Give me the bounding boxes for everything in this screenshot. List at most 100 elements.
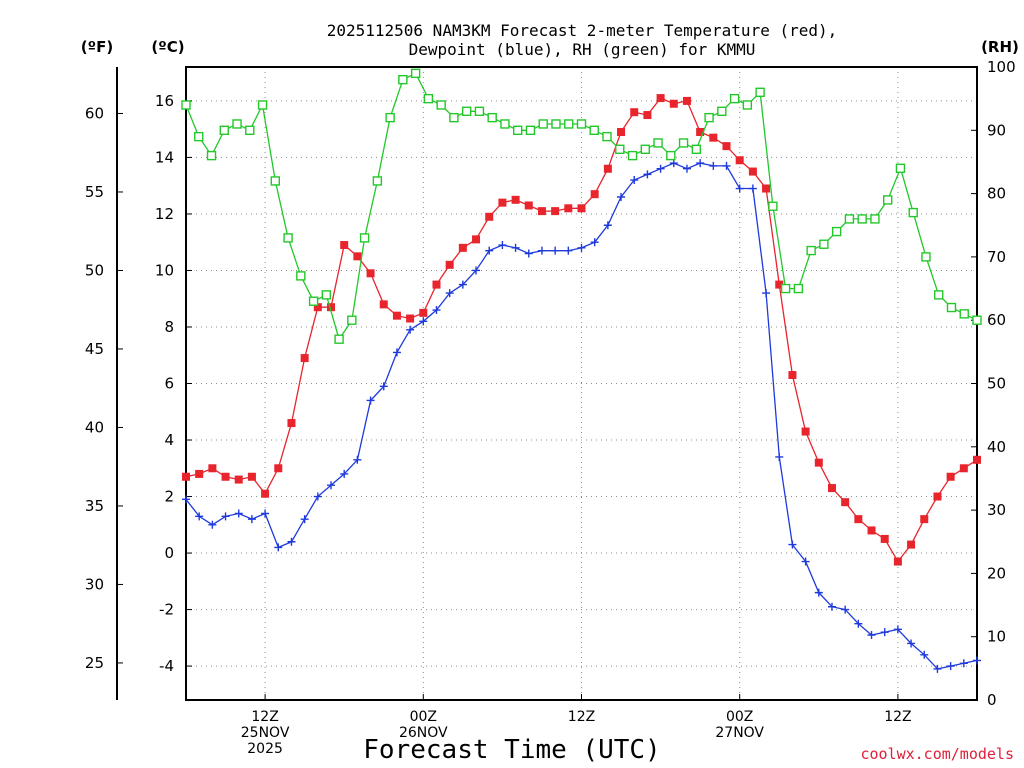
- tick-label-rh-20: 20: [987, 564, 1006, 582]
- dewpoint-point-12: [340, 469, 349, 478]
- temperature-point-2: [208, 464, 217, 473]
- temperature-point-17: [406, 314, 415, 323]
- dewpoint-point-46: [788, 540, 797, 549]
- dewpoint-point-56: [920, 650, 929, 659]
- dewpoint-point-19: [432, 306, 441, 315]
- dewpoint-point-11: [327, 481, 336, 490]
- dewpoint-point-1: [195, 512, 204, 521]
- temperature-point-16: [392, 311, 401, 320]
- temperature-point-57: [933, 492, 942, 501]
- temperature-point-58: [946, 472, 955, 481]
- chart-title-line1: 2025112506 NAM3KM Forecast 2-meter Tempe…: [327, 21, 838, 40]
- rh-point-61: [959, 309, 969, 319]
- temperature-series: [182, 94, 981, 566]
- temperature-point-41: [722, 142, 731, 151]
- dewpoint-point-31: [590, 238, 599, 247]
- temperature-point-51: [854, 515, 863, 524]
- dewpoint-point-24: [498, 241, 507, 250]
- rh-point-12: [334, 334, 344, 344]
- rh-point-55: [882, 195, 893, 205]
- dewpoint-point-6: [261, 509, 270, 518]
- rh-point-53: [857, 214, 867, 224]
- temperature-point-0: [182, 472, 190, 481]
- temperature-point-22: [472, 235, 481, 244]
- temperature-point-15: [379, 300, 388, 309]
- rh-point-42: [717, 106, 727, 117]
- dewpoint-point-15: [379, 382, 388, 391]
- dewpoint-point-53: [880, 628, 889, 637]
- temperature-point-60: [973, 455, 981, 464]
- dewpoint-point-50: [841, 605, 850, 614]
- dewpoint-point-37: [669, 159, 678, 168]
- temperature-point-28: [551, 207, 560, 216]
- fahrenheit-unit-label: (ºF): [81, 38, 113, 56]
- tick-label-f-35: 35: [85, 497, 104, 515]
- dewpoint-series: [182, 159, 981, 673]
- temperature-point-50: [841, 498, 850, 507]
- rh-point-27: [525, 125, 536, 136]
- rh-point-9: [296, 271, 306, 281]
- tick-label-f-25: 25: [85, 654, 104, 672]
- rh-point-33: [602, 131, 612, 142]
- dewpoint-point-3: [221, 512, 230, 521]
- y-tick-labels: 1614121086420-2-460555045403530251009080…: [85, 58, 1016, 709]
- rh-point-23: [474, 106, 485, 117]
- tick-label-c--4: -4: [159, 657, 174, 675]
- temperature-point-59: [959, 464, 968, 473]
- temperature-point-53: [880, 534, 889, 543]
- rh-point-52: [844, 214, 855, 224]
- dewpoint-point-28: [551, 246, 560, 255]
- x-tick-label-0-3: 2025: [247, 741, 283, 757]
- temperature-point-23: [485, 212, 494, 221]
- rh-point-25: [500, 119, 510, 129]
- rh-point-17: [398, 74, 408, 85]
- dewpoint-point-33: [617, 192, 626, 201]
- temperature-point-20: [445, 260, 454, 269]
- rh-point-28: [538, 119, 548, 129]
- rh-point-0: [181, 100, 191, 110]
- x-tick-label-1-1: 00Z: [410, 709, 437, 725]
- rh-point-3: [219, 125, 229, 136]
- dewpoint-point-10: [313, 492, 322, 501]
- rh-point-15: [372, 176, 383, 186]
- temperature-point-6: [261, 489, 270, 498]
- temperature-point-48: [814, 458, 823, 467]
- dewpoint-point-41: [722, 161, 731, 170]
- temperature-point-3: [221, 472, 230, 481]
- rh-point-38: [666, 150, 676, 161]
- temperature-point-49: [827, 484, 836, 493]
- temperature-point-32: [603, 164, 612, 173]
- x-tick-label-3-2: 27NOV: [715, 725, 764, 741]
- dewpoint-point-40: [709, 161, 718, 170]
- rh-point-18: [410, 68, 421, 79]
- dewpoint-point-55: [907, 639, 916, 648]
- temperature-point-35: [643, 111, 652, 120]
- temperature-point-7: [274, 464, 283, 473]
- dewpoint-point-51: [854, 619, 863, 628]
- dewpoint-point-27: [537, 246, 546, 255]
- tick-label-rh-40: 40: [987, 438, 1006, 456]
- rh-point-54: [870, 214, 880, 224]
- dewpoint-point-5: [247, 515, 256, 524]
- tick-label-c--2: -2: [159, 601, 174, 619]
- rh-point-35: [627, 150, 638, 161]
- rh-unit-label: (RH): [981, 38, 1019, 56]
- temperature-point-12: [340, 241, 349, 250]
- temperature-point-43: [748, 167, 757, 176]
- dewpoint-point-26: [524, 249, 533, 258]
- temperature-point-30: [577, 204, 586, 213]
- rh-point-11: [321, 290, 332, 300]
- x-axis-label: Forecast Time (UTC): [363, 735, 660, 765]
- dewpoint-point-9: [300, 515, 309, 524]
- temperature-point-19: [432, 280, 441, 289]
- temperature-point-34: [630, 108, 639, 117]
- dewpoint-point-8: [287, 537, 296, 546]
- dewpoint-point-20: [445, 289, 454, 298]
- dewpoint-point-21: [458, 280, 467, 289]
- rh-point-43: [729, 93, 740, 104]
- tick-label-rh-100: 100: [987, 58, 1016, 76]
- dewpoint-point-47: [801, 557, 810, 566]
- temperature-point-21: [458, 243, 467, 252]
- rh-point-20: [436, 100, 446, 110]
- dewpoint-point-48: [814, 588, 823, 597]
